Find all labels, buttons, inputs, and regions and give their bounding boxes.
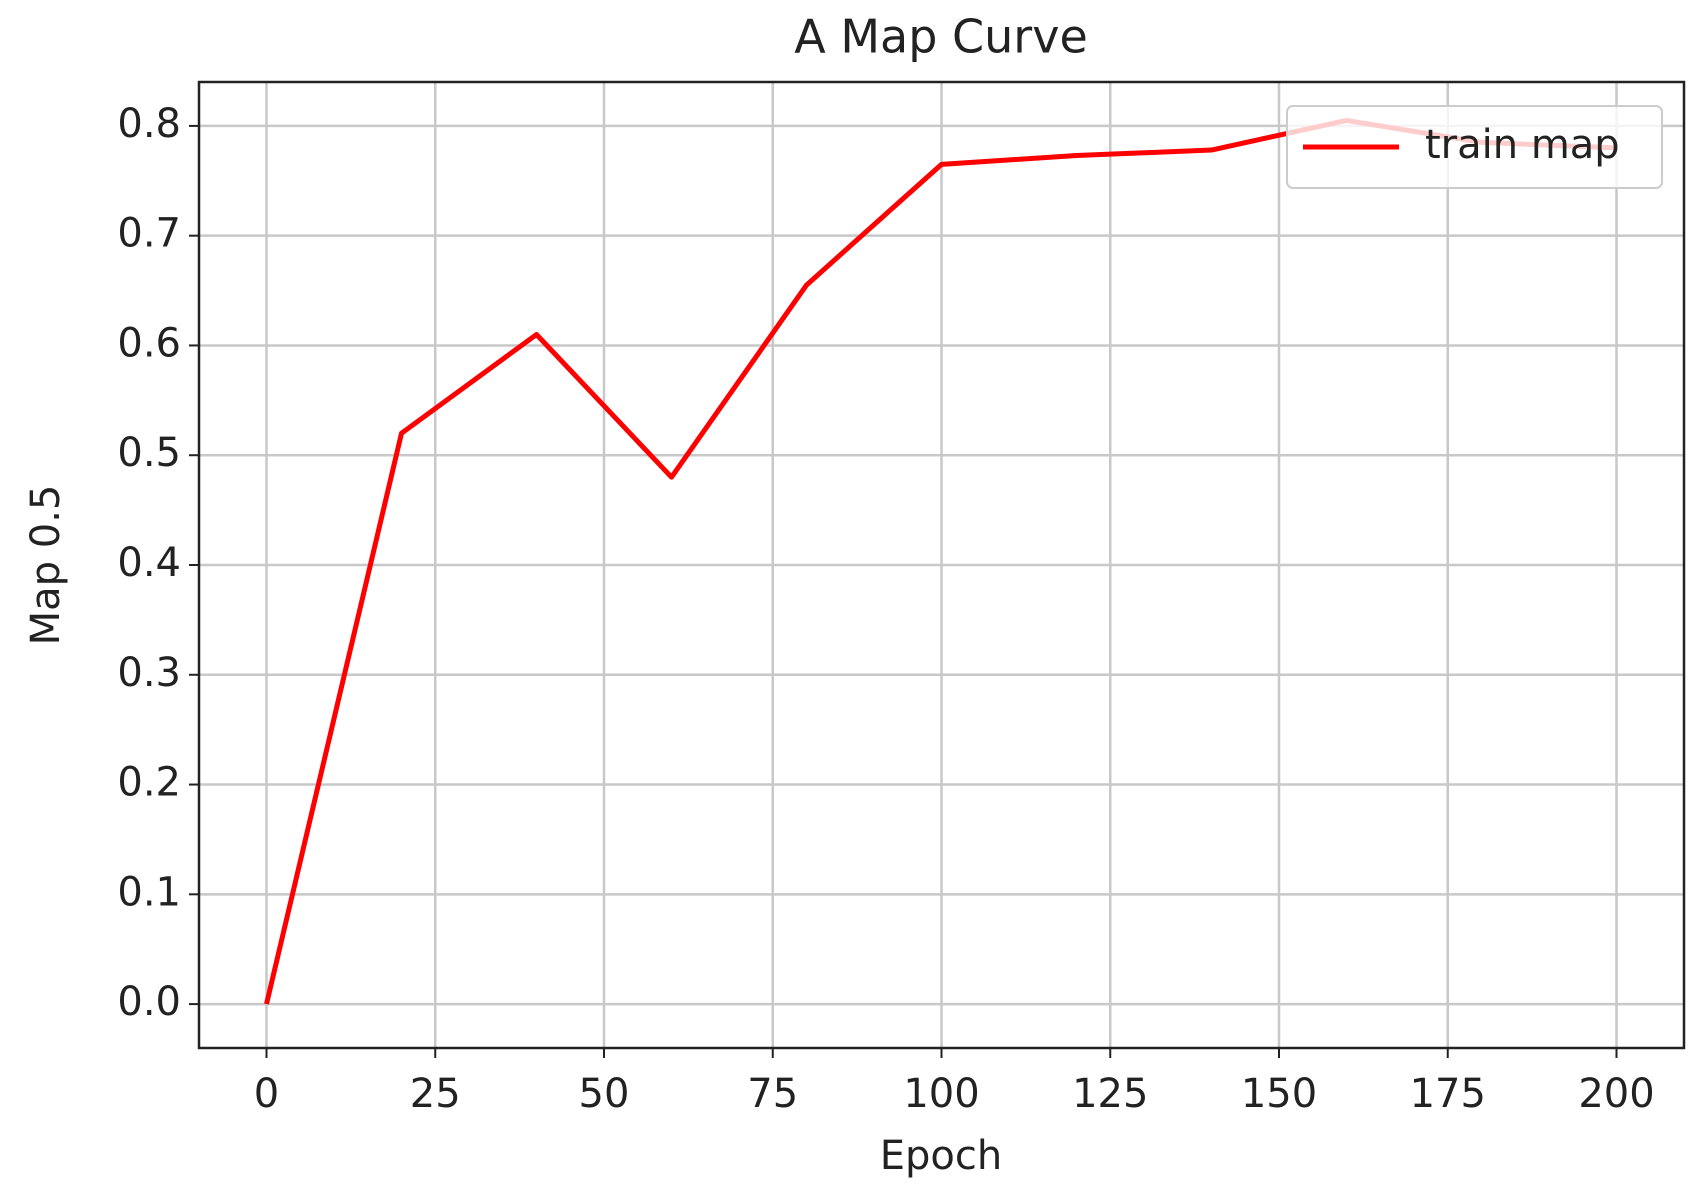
y-tick-label: 0.5 [117, 430, 181, 476]
x-tick-label: 125 [1072, 1071, 1148, 1117]
x-tick-label: 75 [747, 1071, 798, 1117]
y-tick-label: 0.1 [117, 869, 181, 915]
x-tick-label: 175 [1410, 1071, 1486, 1117]
y-tick-label: 0.8 [117, 101, 181, 147]
y-axis-label: Map 0.5 [23, 485, 69, 646]
chart-title: A Map Curve [794, 10, 1088, 64]
legend-box [1286, 105, 1663, 189]
y-tick-label: 0.7 [117, 211, 181, 257]
y-tick-label: 0.3 [117, 650, 181, 696]
x-tick-label: 100 [903, 1071, 979, 1117]
y-tick-label: 0.6 [117, 320, 181, 366]
y-tick-label: 0.4 [117, 540, 181, 586]
x-tick-label: 25 [410, 1071, 461, 1117]
legend-label: train map [1425, 122, 1620, 168]
x-axis-label: Epoch [880, 1133, 1002, 1179]
legend: train map [1286, 105, 1663, 189]
x-tick-label: 0 [254, 1071, 279, 1117]
y-tick-label: 0.2 [117, 760, 181, 806]
y-tick-label: 0.0 [117, 979, 181, 1025]
x-tick-label: 50 [579, 1071, 630, 1117]
plot-frame [197, 80, 1686, 1050]
x-tick-label: 200 [1578, 1071, 1654, 1117]
x-tick-label: 150 [1241, 1071, 1317, 1117]
